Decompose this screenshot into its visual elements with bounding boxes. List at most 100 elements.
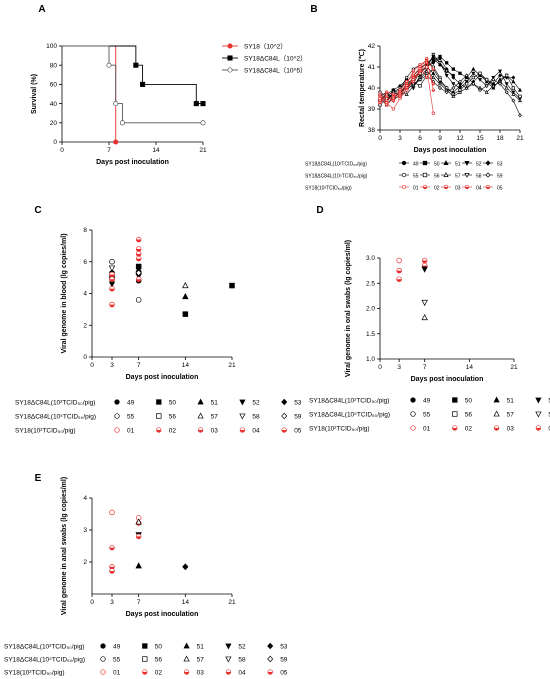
panel-E-x-tick-label: 3 bbox=[110, 599, 114, 606]
panel-B-point-53-shape bbox=[498, 73, 502, 78]
panel-B-point-52-shape bbox=[464, 80, 469, 85]
panel-A-x-tick-label: 14 bbox=[152, 147, 160, 154]
panel-A-series-0-point-shape bbox=[113, 139, 119, 145]
panel-D-point-01-shape bbox=[396, 257, 402, 264]
panel-B-point-57 bbox=[484, 89, 489, 94]
panel-D-legend-marker-04 bbox=[535, 425, 542, 431]
panel-B-point-59-shape bbox=[484, 83, 489, 88]
panel-B-legend-marker-53-shape bbox=[485, 160, 491, 166]
panel-C-point-04-half bbox=[136, 253, 142, 257]
panel-C-y-tick-label: 2 bbox=[83, 322, 87, 329]
panel-E-legend-id-59: 59 bbox=[280, 656, 288, 663]
panel-B-point-02 bbox=[431, 67, 435, 71]
panel-B-point-52-shape bbox=[457, 86, 463, 91]
panel-B-point-57 bbox=[404, 91, 409, 96]
panel-D-y-tick-label: 3.0 bbox=[366, 255, 375, 262]
panel-B-point-51 bbox=[511, 79, 516, 84]
panel-B-point-05-half bbox=[398, 96, 402, 98]
panel-D-x-tick-label: 14 bbox=[466, 364, 474, 371]
panel-C-legend-id-52: 52 bbox=[252, 399, 260, 406]
panel-A-legend-marker bbox=[227, 55, 233, 61]
panel-C-legend-marker-02 bbox=[156, 427, 162, 433]
panel-C-point-03 bbox=[135, 255, 142, 262]
panel-D-legend-marker-56 bbox=[452, 411, 458, 417]
panel-B-point-59 bbox=[511, 98, 516, 103]
panel-E-legend-marker-50-shape bbox=[142, 643, 148, 649]
panel-B-point-02-half bbox=[412, 71, 415, 73]
panel-C-legend-marker-59 bbox=[281, 412, 288, 420]
panel-C-legend-id-56: 56 bbox=[169, 413, 177, 420]
panel-B-point-53 bbox=[438, 56, 442, 61]
panel-B-point-52-shape bbox=[451, 82, 456, 87]
panel-B-point-05 bbox=[378, 98, 382, 103]
panel-A-legend-label: SY18（10^2） bbox=[244, 43, 287, 51]
panel-A-series-1-point-shape bbox=[200, 101, 206, 107]
panel-C-point-55-shape bbox=[135, 297, 142, 303]
panel-B-point-50 bbox=[445, 61, 449, 65]
panel-B-x-tick-label: 18 bbox=[496, 135, 504, 142]
panel-C-point-50 bbox=[229, 282, 235, 289]
panel-C-legend-marker-50-shape bbox=[156, 399, 162, 405]
panel-B-point-56 bbox=[438, 77, 442, 82]
panel-B-point-05 bbox=[391, 92, 395, 96]
panel-D-y-tick-label: 2.5 bbox=[366, 280, 375, 287]
panel-E-point-53-shape bbox=[182, 563, 189, 571]
panel-A-series-1-point bbox=[140, 81, 146, 87]
panel-B-point-51 bbox=[471, 66, 476, 71]
panel-B-legend-marker-51-shape bbox=[443, 160, 449, 165]
panel-C-legend-label: SY18(10²TCID₅₀/pig) bbox=[15, 427, 76, 434]
panel-B-point-51 bbox=[431, 70, 436, 75]
panel-B-point-56-shape bbox=[511, 86, 515, 90]
panel-D-x-tick-label: 21 bbox=[510, 364, 518, 371]
panel-B-point-51 bbox=[491, 85, 496, 90]
panel-B-point-59-shape bbox=[498, 81, 502, 86]
panel-B-legend-marker-50-shape bbox=[422, 160, 428, 166]
panel-D-legend-marker-52 bbox=[535, 397, 542, 404]
panel-C-point-02-half bbox=[109, 288, 115, 292]
panel-B-point-57 bbox=[511, 91, 516, 96]
panel-B-point-59-shape bbox=[464, 73, 469, 78]
panel-A-series-2-point-shape bbox=[200, 120, 206, 126]
panel-E-x-tick-label: 0 bbox=[90, 599, 94, 606]
panel-A-series-2-point bbox=[106, 62, 112, 68]
panel-D-legend-marker-49-shape bbox=[410, 397, 416, 403]
panel-B-point-03-half bbox=[385, 96, 388, 98]
panel-D-legend-id-49: 49 bbox=[423, 397, 431, 404]
panel-E-legend-id-02: 02 bbox=[155, 669, 163, 676]
panel-B-point-51-shape bbox=[511, 79, 516, 84]
panel-B-legend-marker-57 bbox=[443, 172, 449, 177]
panel-B-point-04 bbox=[411, 73, 415, 78]
panel-C-legend-id-50: 50 bbox=[169, 399, 177, 406]
panel-D-y-tick-label: 1.5 bbox=[366, 331, 375, 338]
panel-E-legend-marker-05-half bbox=[267, 672, 273, 675]
panel-B-point-03-half bbox=[425, 62, 428, 65]
panel-C-point-03-half bbox=[109, 274, 115, 277]
panel-A-series-2-point bbox=[200, 120, 206, 126]
panel-C-point-55 bbox=[109, 259, 115, 265]
panel-B-point-04 bbox=[425, 75, 429, 80]
panel-B-legend-marker-05-half bbox=[486, 187, 490, 189]
panel-E-y-axis-label: Viral genome in anal swabs (lg copies/ml… bbox=[61, 477, 68, 615]
panel-D-legend-id-04: 04 bbox=[548, 425, 550, 432]
panel-B-point-56 bbox=[518, 94, 522, 99]
panel-B-point-04 bbox=[385, 103, 389, 107]
panel-E-legend-id-56: 56 bbox=[155, 656, 163, 663]
panel-A-legend-marker-shape bbox=[227, 55, 233, 61]
panel-C-x-tick-label: 21 bbox=[228, 362, 236, 369]
panel-D-legend-id-03: 03 bbox=[507, 425, 515, 432]
panel-B-point-50-shape bbox=[451, 67, 455, 71]
panel-B-y-tick-label: 41 bbox=[368, 64, 376, 71]
panel-D-point-04 bbox=[421, 257, 428, 264]
panel-B-point-53 bbox=[511, 75, 516, 80]
panel-B-point-53 bbox=[451, 75, 456, 80]
panel-B-x-axis-label: Days post inoculation bbox=[414, 147, 487, 154]
panel-B-point-58 bbox=[397, 86, 403, 91]
panel-B-legend-id-02: 02 bbox=[434, 185, 440, 191]
panel-B-point-58 bbox=[437, 61, 443, 66]
panel-B-y-tick-label: 42 bbox=[368, 43, 376, 50]
panel-B-point-04-half bbox=[425, 77, 428, 79]
panel-C-legend-id-55: 55 bbox=[127, 413, 135, 420]
panel-B-point-04-half bbox=[392, 98, 395, 100]
